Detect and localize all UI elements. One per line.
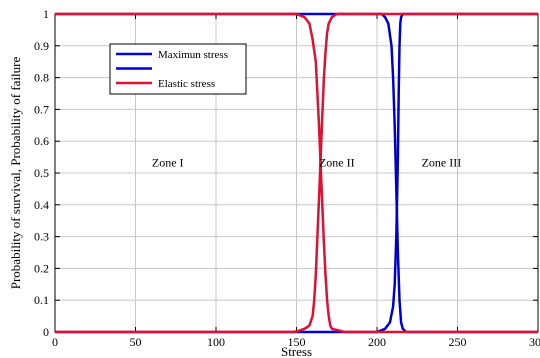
legend: Maximun stress Elastic stress bbox=[109, 43, 247, 95]
x-tick-label: 0 bbox=[52, 335, 58, 349]
x-tick-label: 200 bbox=[368, 335, 386, 349]
y-tick-label: 0.2 bbox=[34, 261, 49, 275]
zone-label-3: Zone III bbox=[422, 156, 462, 170]
series-line-1 bbox=[55, 12, 538, 334]
y-tick-label: 0 bbox=[43, 325, 49, 339]
x-tick-label: 50 bbox=[130, 335, 142, 349]
x-tick-label: 100 bbox=[207, 335, 225, 349]
legend-label: Maximun stress bbox=[158, 49, 228, 61]
series-line-3 bbox=[55, 12, 538, 334]
y-tick-label: 0.9 bbox=[34, 39, 49, 53]
y-tick-label: 0.3 bbox=[34, 230, 49, 244]
zone-label-1: Zone I bbox=[152, 156, 184, 170]
x-tick-label: 150 bbox=[288, 335, 306, 349]
zone-label-2: Zone II bbox=[319, 156, 355, 170]
series-line-4 bbox=[55, 12, 538, 334]
y-tick-label: 0.8 bbox=[34, 71, 49, 85]
y-tick-label: 0.6 bbox=[34, 134, 49, 148]
x-axis-title: Stress bbox=[281, 344, 312, 358]
y-tick-label: 0.7 bbox=[34, 102, 49, 116]
series-line-2 bbox=[55, 12, 538, 334]
x-tick-label: 300 bbox=[529, 335, 540, 349]
x-tick-label: 250 bbox=[449, 335, 467, 349]
legend-label: Elastic stress bbox=[158, 78, 215, 90]
y-tick-label: 1 bbox=[43, 7, 49, 21]
y-axis-title: Probability of survival, Probability of … bbox=[8, 57, 23, 290]
y-tick-label: 0.4 bbox=[34, 198, 49, 212]
y-tick-label: 0.5 bbox=[34, 166, 49, 180]
y-tick-label: 0.1 bbox=[34, 293, 49, 307]
